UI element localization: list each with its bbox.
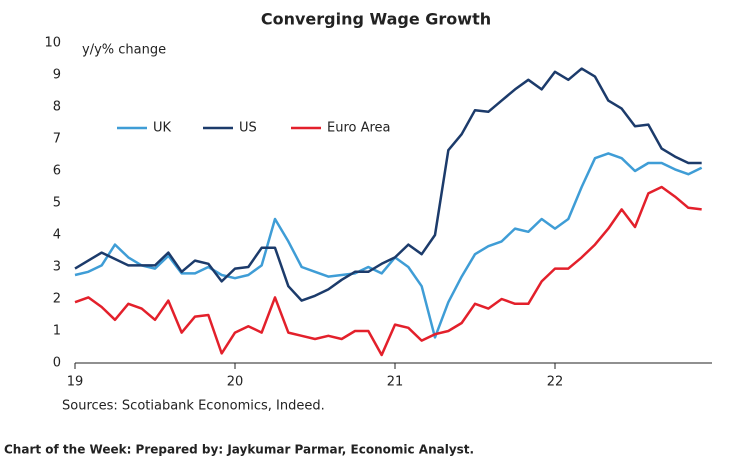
- x-tick-label: 20: [227, 375, 244, 390]
- y-tick-label: 10: [44, 36, 61, 51]
- legend-label: UK: [153, 121, 172, 136]
- legend-label: Euro Area: [327, 121, 391, 136]
- y-tick-label: 0: [53, 356, 61, 371]
- x-tick-label: 22: [547, 375, 564, 390]
- x-tick-label: 21: [387, 375, 404, 390]
- y-tick-label: 9: [53, 68, 61, 83]
- chart-title: Converging Wage Growth: [261, 10, 491, 29]
- series-line: [74, 185, 702, 357]
- footer: Chart of the Week: Prepared by: Jaykumar…: [4, 443, 474, 457]
- legend-label: US: [239, 121, 257, 136]
- source: Sources: Scotiabank Economics, Indeed.: [62, 399, 325, 414]
- y-tick-label: 3: [53, 260, 61, 275]
- y-tick-label: 4: [53, 228, 61, 243]
- y-tick-label: 2: [53, 292, 61, 307]
- y-tick-label: 1: [53, 324, 61, 339]
- series-line: [74, 67, 702, 302]
- y-tick-label: 8: [53, 100, 61, 115]
- x-tick-label: 19: [67, 375, 84, 390]
- y-axis-label: y/y% change: [82, 43, 166, 58]
- y-tick-label: 7: [53, 132, 61, 147]
- series-line: [74, 152, 703, 339]
- y-tick-label: 5: [53, 196, 61, 211]
- y-tick-label: 6: [53, 164, 61, 179]
